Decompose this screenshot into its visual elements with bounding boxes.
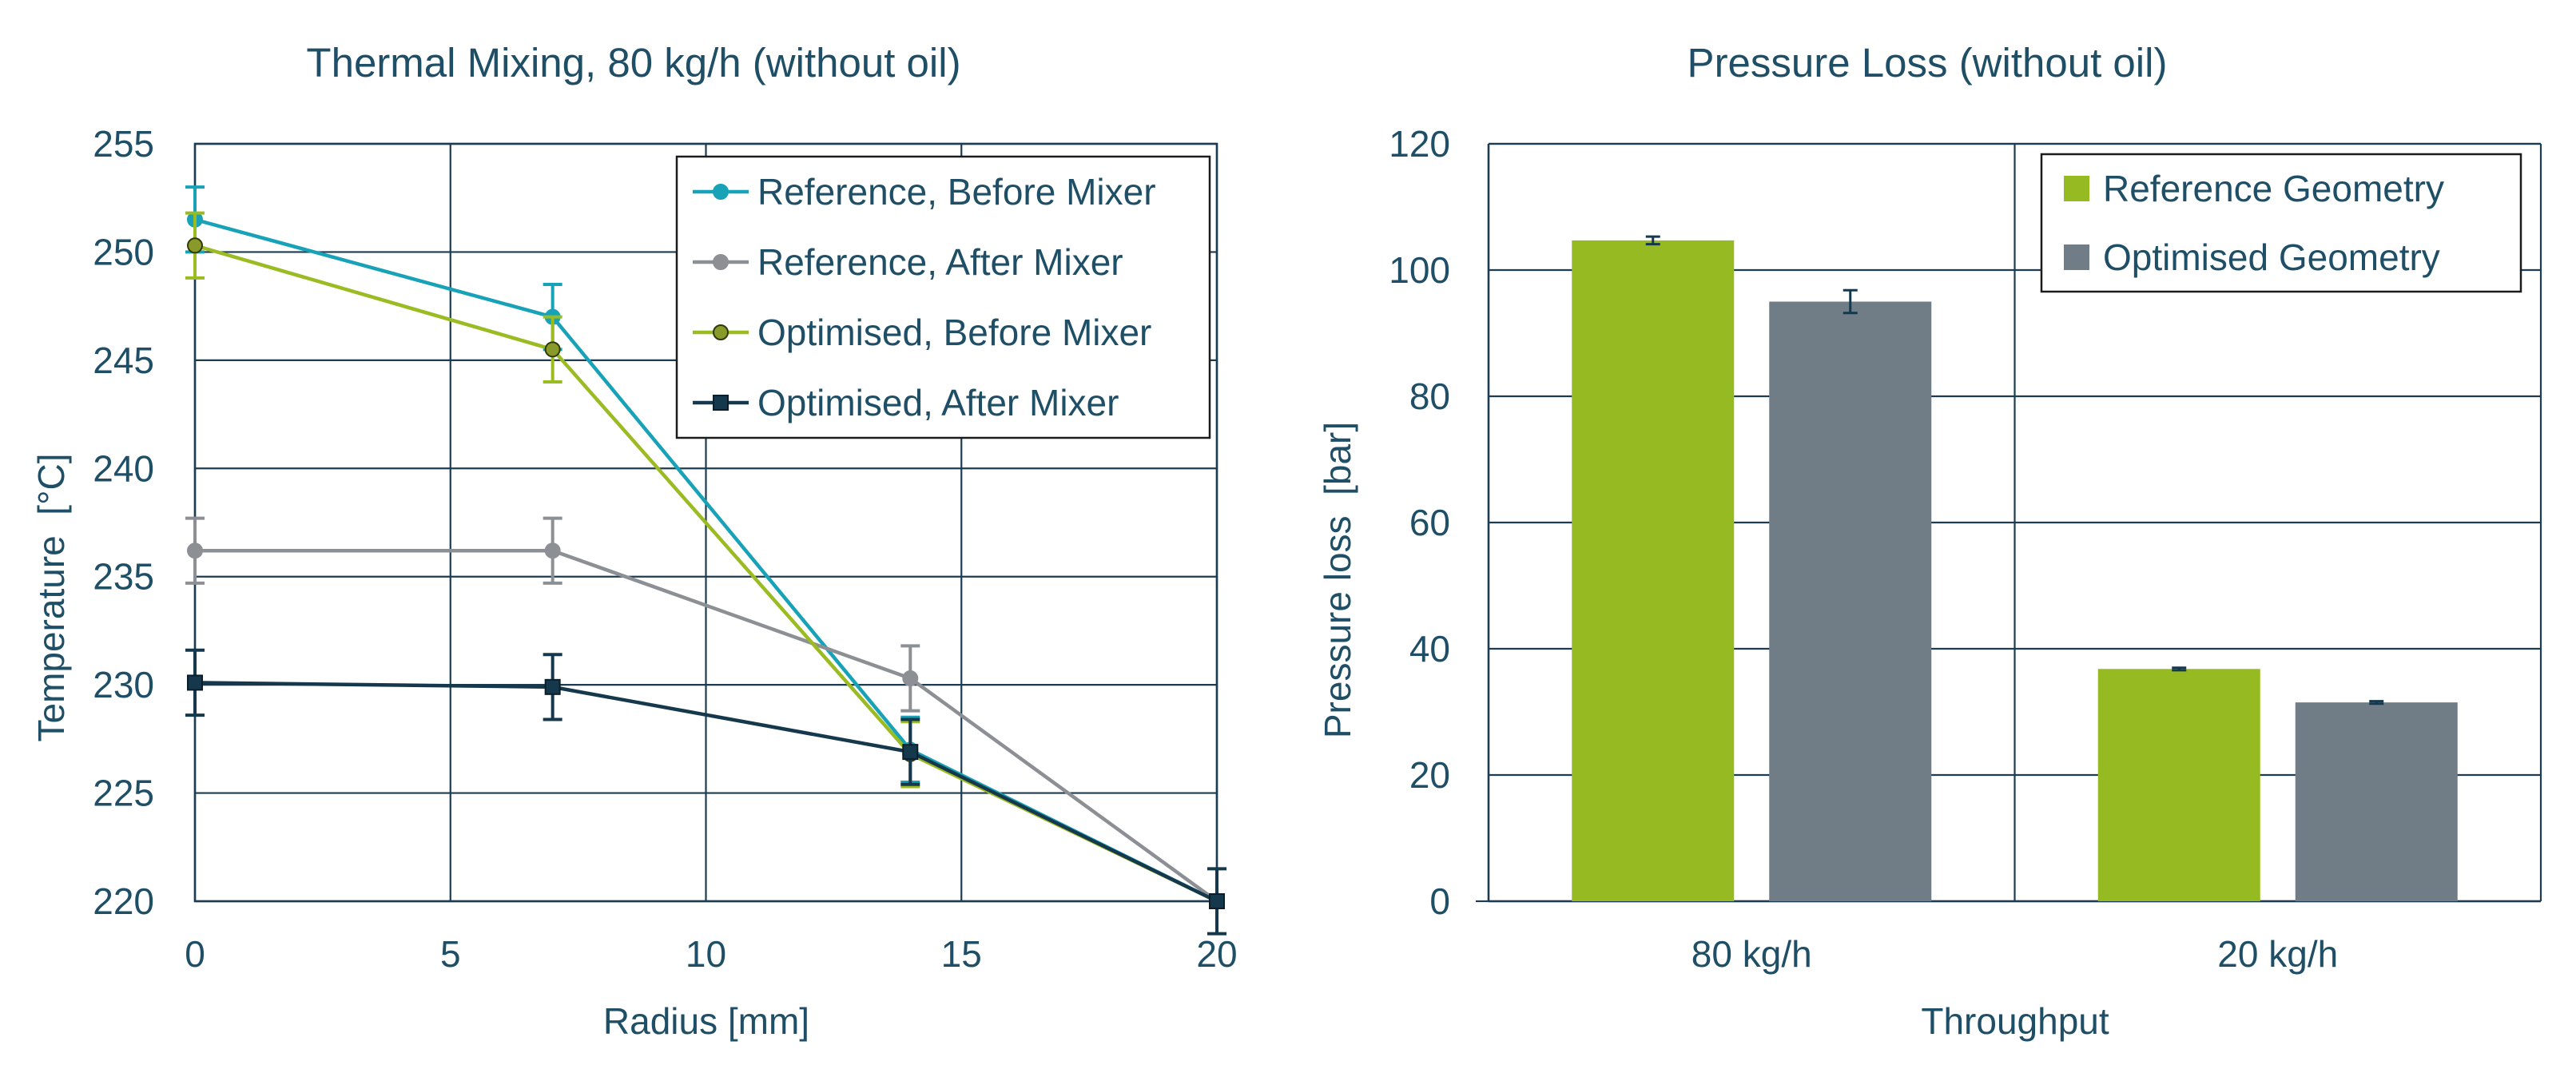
y-tick-label: 80 — [1409, 376, 1450, 417]
y-tick-label: 230 — [93, 664, 154, 705]
data-point — [1209, 893, 1225, 909]
x-axis-label: Radius [mm] — [603, 1000, 809, 1042]
bar — [2295, 702, 2458, 901]
legend-box — [2040, 153, 2522, 293]
legend: Reference Geometry Optimised Geometry — [2040, 153, 2522, 293]
x-tick-label: 15 — [941, 933, 982, 975]
y-tick-label: 240 — [93, 447, 154, 489]
x-tick-labels: 0 5 10 15 20 — [185, 933, 1237, 975]
legend-label: Reference, Before Mixer — [757, 171, 1156, 213]
y-tick-label: 220 — [93, 880, 154, 922]
x-tick-label: 0 — [185, 933, 205, 975]
y-tick-label: 0 — [1429, 880, 1450, 922]
legend-swatch — [2064, 176, 2089, 201]
y-tick-label: 20 — [1409, 754, 1450, 796]
data-point — [544, 542, 561, 559]
legend-marker — [713, 184, 729, 200]
y-tick-label: 255 — [93, 123, 154, 165]
x-tick-label: 5 — [440, 933, 461, 975]
y-axis-label: Pressure loss [bar] — [1317, 422, 1358, 738]
legend-label: Optimised Geometry — [2103, 236, 2440, 278]
y-tick-label: 245 — [93, 340, 154, 381]
y-tick-label: 225 — [93, 773, 154, 814]
y-tick-label: 40 — [1409, 628, 1450, 670]
legend-label: Reference Geometry — [2103, 168, 2444, 209]
legend: Reference, Before Mixer Reference, After … — [675, 155, 1211, 439]
x-tick-label: 20 kg/h — [2217, 933, 2338, 975]
plot-area — [185, 185, 1226, 936]
chart-title: Thermal Mixing, 80 kg/h (without oil) — [306, 40, 960, 85]
data-point — [187, 674, 203, 691]
series-line — [195, 548, 1218, 903]
legend-label: Optimised, Before Mixer — [757, 312, 1151, 353]
data-point — [902, 670, 919, 687]
x-tick-label: 80 kg/h — [1691, 933, 1812, 975]
y-tick-label: 120 — [1389, 123, 1450, 165]
bar — [1572, 240, 1735, 901]
data-point — [544, 678, 561, 695]
y-tick-label: 235 — [93, 556, 154, 598]
plot-area — [1572, 235, 2458, 901]
y-tick-labels: 220 225 230 235 240 245 250 255 — [93, 123, 154, 922]
legend-marker — [713, 324, 729, 340]
legend-marker — [713, 395, 729, 411]
data-point — [902, 744, 919, 761]
pressure-loss-chart: Pressure Loss (without oil) 0 20 40 60 80 100… — [1317, 40, 2542, 1042]
y-tick-label: 250 — [93, 231, 154, 272]
series-line — [194, 681, 1218, 904]
legend-swatch — [2064, 244, 2089, 270]
x-tick-label: 10 — [686, 933, 726, 975]
x-axis-label: Throughput — [1921, 1000, 2109, 1042]
legend-label: Optimised, After Mixer — [757, 382, 1119, 423]
y-tick-labels: 0 20 40 60 80 100 120 — [1389, 123, 1450, 922]
bar — [2097, 669, 2260, 901]
legend-label: Reference, After Mixer — [757, 241, 1123, 283]
legend-box — [675, 155, 1211, 439]
y-axis-label: Temperature [°C] — [30, 454, 72, 742]
y-tick-label: 100 — [1389, 249, 1450, 291]
data-point — [544, 341, 561, 358]
chart-title: Pressure Loss (without oil) — [1688, 40, 2168, 85]
data-point — [187, 237, 203, 254]
y-tick-label: 60 — [1409, 502, 1450, 543]
data-point — [187, 542, 203, 559]
legend-marker — [713, 254, 729, 270]
x-tick-label: 20 — [1196, 933, 1237, 975]
x-tick-labels: 80 kg/h 20 kg/h — [1691, 933, 2338, 975]
thermal-mixing-chart: Thermal Mixing, 80 kg/h (without oil) 22… — [30, 40, 1238, 1042]
bar — [1769, 301, 1932, 901]
